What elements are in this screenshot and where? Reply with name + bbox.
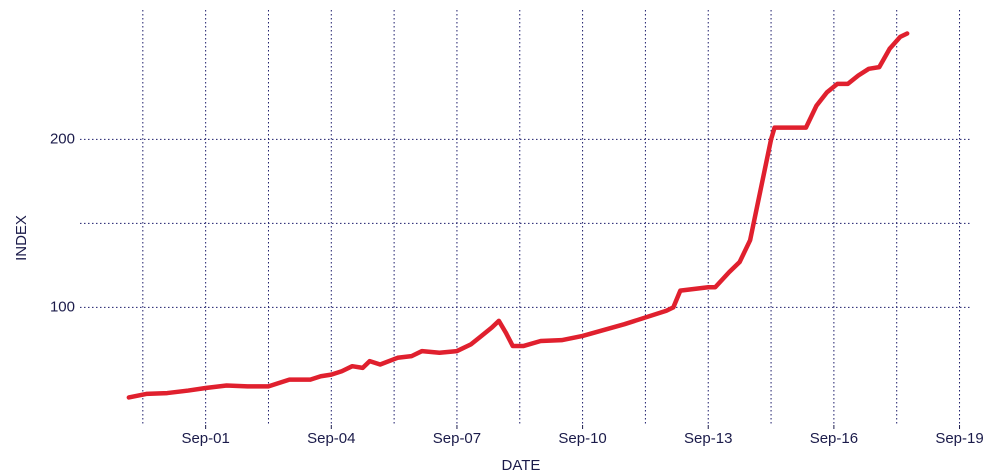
x-tick-label: Sep-04 xyxy=(307,430,355,447)
x-tick-label: Sep-07 xyxy=(433,430,481,447)
x-tick-label: Sep-19 xyxy=(935,430,983,447)
x-tick-label: Sep-13 xyxy=(684,430,732,447)
x-tick-label: Sep-10 xyxy=(558,430,606,447)
x-tick-label: Sep-16 xyxy=(810,430,858,447)
x-tick-label: Sep-01 xyxy=(181,430,229,447)
x-axis-title: DATE xyxy=(502,457,541,474)
data-line xyxy=(126,31,910,400)
y-tick-label: 100 xyxy=(50,298,75,315)
y-axis-title: INDEX xyxy=(13,215,30,261)
y-tick-label: 200 xyxy=(50,130,75,147)
